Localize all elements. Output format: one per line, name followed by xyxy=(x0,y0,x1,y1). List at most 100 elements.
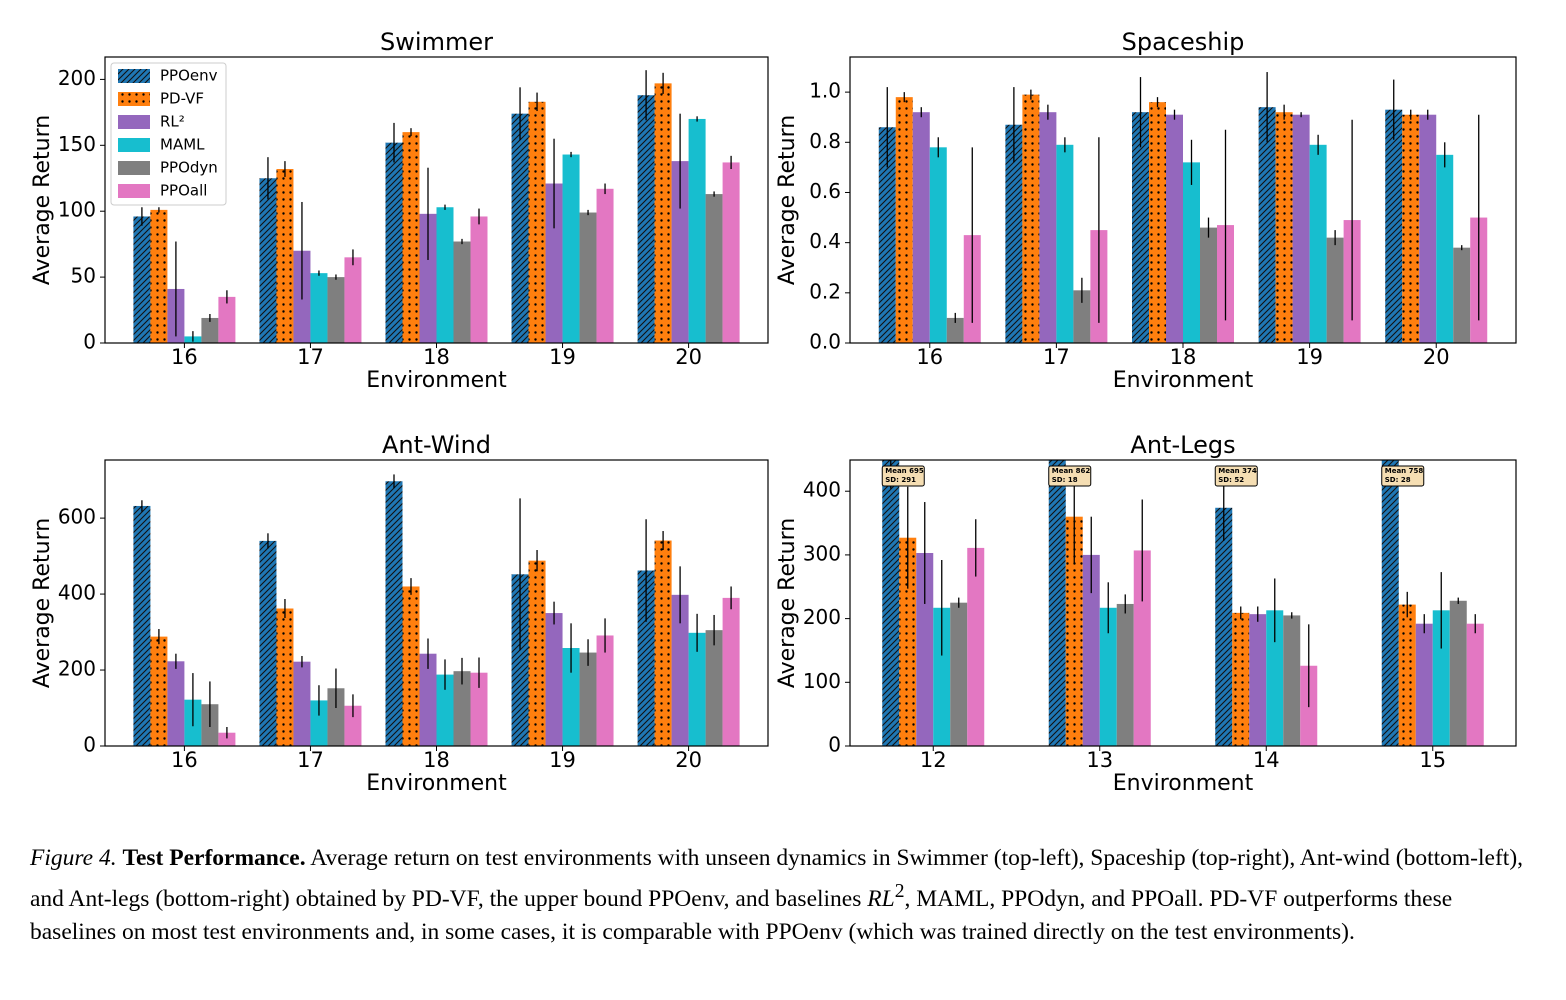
bar xyxy=(310,273,328,343)
bar xyxy=(654,540,672,746)
bar xyxy=(1453,247,1471,343)
annotation-text: Mean 758 xyxy=(1385,467,1424,475)
bar xyxy=(722,597,740,746)
x-tick-label: 15 xyxy=(1419,748,1446,772)
annotation-text: SD: 28 xyxy=(1385,476,1411,484)
bar xyxy=(419,213,437,343)
bar xyxy=(150,636,168,746)
x-axis-label: Environment xyxy=(366,368,507,393)
bar xyxy=(1398,604,1416,746)
bar xyxy=(344,257,362,343)
bar xyxy=(579,212,597,343)
x-tick-label: 17 xyxy=(297,748,324,772)
bar xyxy=(912,112,930,343)
bar xyxy=(596,188,614,343)
bar xyxy=(150,209,168,343)
legend-label: PPOall xyxy=(160,182,207,200)
bar xyxy=(946,317,964,343)
bar xyxy=(327,277,345,343)
chart-title: Swimmer xyxy=(380,28,493,56)
bar xyxy=(1385,109,1403,343)
y-tick-label: 0.0 xyxy=(809,330,841,354)
bar xyxy=(470,216,488,343)
bar xyxy=(1415,623,1433,746)
annotation-text: SD: 52 xyxy=(1218,476,1244,484)
y-tick-label: 0 xyxy=(83,330,96,354)
annotation-text: Mean 862 xyxy=(1052,467,1091,475)
bar xyxy=(671,161,689,343)
annotation-box xyxy=(1048,465,1092,487)
bar xyxy=(276,608,294,746)
legend-swatch xyxy=(118,184,150,198)
x-tick-label: 16 xyxy=(916,345,943,369)
x-tick-label: 18 xyxy=(1170,345,1197,369)
annotation-text: SD: 291 xyxy=(885,476,916,484)
legend-swatch xyxy=(118,115,150,129)
bar xyxy=(1065,516,1083,746)
bar xyxy=(1249,614,1267,746)
bar xyxy=(722,162,740,343)
caption-math: RL xyxy=(867,885,895,912)
y-tick-label: 0.4 xyxy=(809,229,841,253)
y-tick-label: 200 xyxy=(58,66,96,90)
bar xyxy=(1183,162,1200,343)
bar xyxy=(967,547,985,746)
axes-frame xyxy=(849,56,1517,344)
x-tick-label: 14 xyxy=(1253,748,1280,772)
bar xyxy=(562,154,580,343)
bar xyxy=(133,505,151,746)
caption-label: Figure 4. xyxy=(30,845,117,871)
bar xyxy=(929,147,947,343)
y-tick-label: 50 xyxy=(71,264,96,288)
annotation-box xyxy=(881,465,925,487)
y-tick-label: 300 xyxy=(803,541,841,565)
y-tick-label: 150 xyxy=(58,132,96,156)
bar xyxy=(1275,112,1293,343)
annotation-box xyxy=(1214,465,1258,487)
bar xyxy=(1292,114,1310,343)
x-tick-label: 19 xyxy=(549,748,576,772)
x-axis-label: Environment xyxy=(1113,771,1254,796)
bar xyxy=(470,672,488,746)
bar xyxy=(878,127,896,343)
bar xyxy=(218,296,236,343)
bar xyxy=(453,671,471,746)
bar xyxy=(1200,227,1217,343)
bar xyxy=(436,207,454,343)
caption: Figure 4. Test Performance. Average retu… xyxy=(30,842,1530,949)
x-axis-label: Environment xyxy=(366,771,507,796)
x-tick-label: 18 xyxy=(423,345,450,369)
x-tick-label: 13 xyxy=(1086,748,1113,772)
bar xyxy=(1039,112,1057,343)
chart-title: Ant-Legs xyxy=(1130,431,1235,459)
x-tick-label: 16 xyxy=(171,748,198,772)
bar xyxy=(167,661,185,746)
bar xyxy=(1309,144,1327,343)
bar xyxy=(688,118,706,343)
bar xyxy=(916,552,934,746)
bar xyxy=(402,586,420,746)
bar xyxy=(596,635,614,746)
bar xyxy=(899,537,917,746)
bar xyxy=(402,132,420,343)
y-tick-label: 400 xyxy=(803,478,841,502)
y-axis-label: Average Return xyxy=(775,115,800,285)
x-tick-label: 20 xyxy=(675,345,702,369)
plot-area xyxy=(882,460,1484,746)
y-tick-label: 200 xyxy=(58,657,96,681)
caption-text: Average return on test environments with… xyxy=(30,845,1524,912)
bar xyxy=(1326,237,1344,343)
bar xyxy=(1258,107,1276,343)
bar xyxy=(1381,460,1399,746)
legend-label: PPOenv xyxy=(160,67,218,85)
x-tick-label: 12 xyxy=(920,748,947,772)
y-axis-label: Average Return xyxy=(30,518,55,688)
x-tick-label: 16 xyxy=(171,345,198,369)
bar xyxy=(1436,154,1454,343)
bar xyxy=(1073,290,1091,343)
legend-swatch xyxy=(118,161,150,175)
bar xyxy=(453,241,471,343)
bar xyxy=(310,700,328,746)
bar xyxy=(1283,615,1301,746)
